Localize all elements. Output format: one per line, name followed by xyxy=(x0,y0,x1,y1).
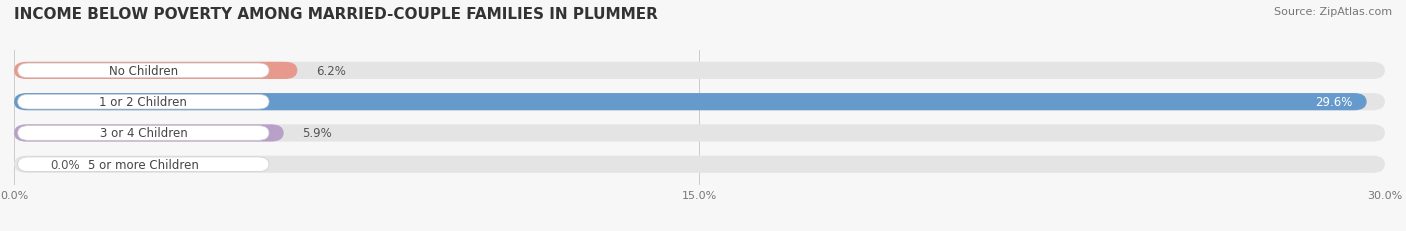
FancyBboxPatch shape xyxy=(14,125,284,142)
FancyBboxPatch shape xyxy=(14,94,1367,111)
Text: 1 or 2 Children: 1 or 2 Children xyxy=(100,96,187,109)
Text: 5.9%: 5.9% xyxy=(302,127,332,140)
Text: 5 or more Children: 5 or more Children xyxy=(89,158,198,171)
Text: 3 or 4 Children: 3 or 4 Children xyxy=(100,127,187,140)
Text: 6.2%: 6.2% xyxy=(316,65,346,78)
FancyBboxPatch shape xyxy=(18,157,269,172)
FancyBboxPatch shape xyxy=(14,125,1385,142)
Text: No Children: No Children xyxy=(108,65,179,78)
FancyBboxPatch shape xyxy=(18,64,269,78)
FancyBboxPatch shape xyxy=(14,63,298,80)
Text: 0.0%: 0.0% xyxy=(51,158,80,171)
FancyBboxPatch shape xyxy=(14,156,1385,173)
Text: INCOME BELOW POVERTY AMONG MARRIED-COUPLE FAMILIES IN PLUMMER: INCOME BELOW POVERTY AMONG MARRIED-COUPL… xyxy=(14,7,658,22)
FancyBboxPatch shape xyxy=(18,95,269,109)
Text: 29.6%: 29.6% xyxy=(1316,96,1353,109)
FancyBboxPatch shape xyxy=(14,94,1385,111)
FancyBboxPatch shape xyxy=(14,63,1385,80)
Text: Source: ZipAtlas.com: Source: ZipAtlas.com xyxy=(1274,7,1392,17)
FancyBboxPatch shape xyxy=(18,126,269,141)
